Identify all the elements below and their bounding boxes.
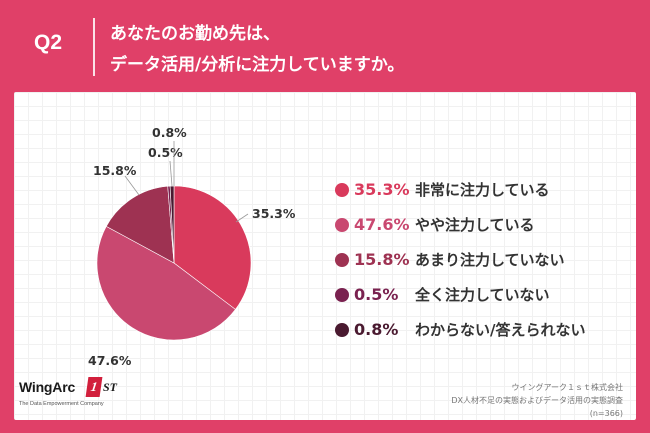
legend-label: 非常に注力している [415, 181, 550, 199]
legend-label: 全く注力していない [415, 286, 550, 304]
source-company: ウイングアーク１ｓｔ株式会社 [511, 383, 623, 392]
question-label: Q2 [34, 31, 63, 54]
legend-swatch-icon [335, 253, 349, 267]
header-divider [93, 18, 95, 76]
pie-leader-line-3 [124, 175, 140, 196]
legend-swatch-icon [335, 183, 349, 197]
legend-percent: 47.6% [354, 215, 410, 234]
legend-percent: 35.3% [354, 180, 410, 199]
pie-data-label-1: 35.3% [252, 206, 296, 221]
legend-label: あまり注力していない [415, 251, 565, 269]
pie-data-label-2: 47.6% [88, 353, 132, 368]
logo-tagline: The Data Empowerment Company [19, 401, 104, 407]
pie-data-label-5: 0.8% [152, 125, 187, 140]
logo-mark-icon: 1 [85, 377, 103, 397]
legend-swatch-icon [335, 288, 349, 302]
legend-label: やや注力している [415, 216, 535, 234]
pie-slice-2 [96, 225, 236, 341]
pie-data-label-4: 0.5% [148, 145, 183, 160]
legend-swatch-icon [335, 323, 349, 337]
legend-percent: 15.8% [354, 250, 410, 269]
pie-slice-1 [173, 185, 252, 310]
legend-swatch-icon [335, 218, 349, 232]
legend-label: わからない/答えられない [415, 321, 586, 339]
legend-percent: 0.8% [354, 320, 399, 339]
wingarc-logo: WingArc 1 ST The Data Empowerment Compan… [19, 377, 129, 413]
source-note: ウイングアーク１ｓｔ株式会社 DX人材不足の実態およびデータ活用の実態調査 (n… [451, 381, 623, 420]
source-survey: DX人材不足の実態およびデータ活用の実態調査 [451, 396, 623, 405]
pie-slice-3 [105, 185, 175, 264]
pie-leader-line-4 [169, 160, 173, 187]
logo-brand-suffix: ST [103, 380, 118, 394]
logo-brand-text: WingArc [19, 379, 76, 395]
source-sample-size: (n=366) [589, 409, 623, 418]
pie-data-label-3: 15.8% [93, 163, 137, 178]
pie-leader-line-1 [235, 213, 249, 223]
question-title-line1: あなたのお勤め先は、 [110, 24, 280, 44]
legend-percent: 0.5% [354, 285, 399, 304]
header-bar: Q2 あなたのお勤め先は、 データ活用/分析に注力していますか。 [0, 0, 650, 92]
question-title-line2: データ活用/分析に注力していますか。 [110, 55, 405, 75]
